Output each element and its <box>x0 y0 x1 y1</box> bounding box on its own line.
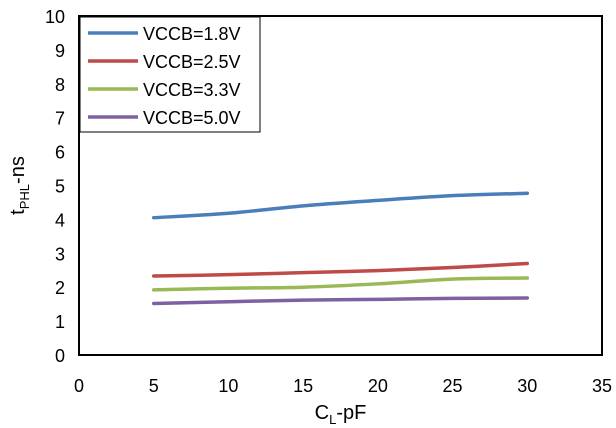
y-axis-label: tPHL-ns <box>7 156 32 215</box>
x-tick-label: 15 <box>293 376 313 396</box>
y-tick-label: 8 <box>55 75 65 95</box>
y-tick-label: 1 <box>55 312 65 332</box>
y-axis-label-subscript: PHL <box>17 184 32 209</box>
x-tick-label: 30 <box>517 376 537 396</box>
x-axis-ticks: 0 5 10 15 20 25 30 35 <box>74 376 612 396</box>
y-tick-label: 0 <box>55 346 65 366</box>
plot-area-frame <box>78 15 603 356</box>
x-tick-label: 0 <box>74 376 84 396</box>
y-tick-label: 7 <box>55 109 65 129</box>
y-tick-label: 9 <box>55 41 65 61</box>
y-axis-label-unit: -ns <box>7 156 29 184</box>
x-tick-label: 10 <box>218 376 238 396</box>
legend: VCCB=1.8V VCCB=2.5V VCCB=3.3V VCCB=5.0V <box>79 16 261 133</box>
series-line <box>151 191 530 220</box>
x-tick-label: 25 <box>443 376 463 396</box>
y-tick-label: 2 <box>55 278 65 298</box>
x-tick-label: 5 <box>149 376 159 396</box>
x-axis-label: CL-pF <box>315 402 367 427</box>
y-axis-ticks: 0 1 2 3 4 5 6 7 8 9 10 <box>45 7 65 366</box>
x-tick-label: 20 <box>368 376 388 396</box>
x-axis-label-main: C <box>315 402 329 424</box>
y-tick-label: 4 <box>55 210 65 230</box>
legend-label: VCCB=5.0V <box>143 108 241 128</box>
y-tick-label: 5 <box>55 177 65 197</box>
series-line <box>151 276 530 292</box>
legend-label: VCCB=1.8V <box>143 24 241 44</box>
x-tick-label: 35 <box>592 376 612 396</box>
y-axis-label-main: t <box>7 209 29 215</box>
series-lines <box>151 191 530 306</box>
y-tick-label: 6 <box>55 143 65 163</box>
series-line <box>151 296 530 306</box>
legend-box <box>79 16 261 133</box>
y-tick-label: 3 <box>55 244 65 264</box>
legend-label: VCCB=3.3V <box>143 80 241 100</box>
y-tick-label: 10 <box>45 7 65 27</box>
x-axis-label-subscript: L <box>329 412 336 427</box>
series-line <box>151 261 530 278</box>
legend-label: VCCB=2.5V <box>143 52 241 72</box>
x-axis-label-unit: -pF <box>336 402 366 424</box>
